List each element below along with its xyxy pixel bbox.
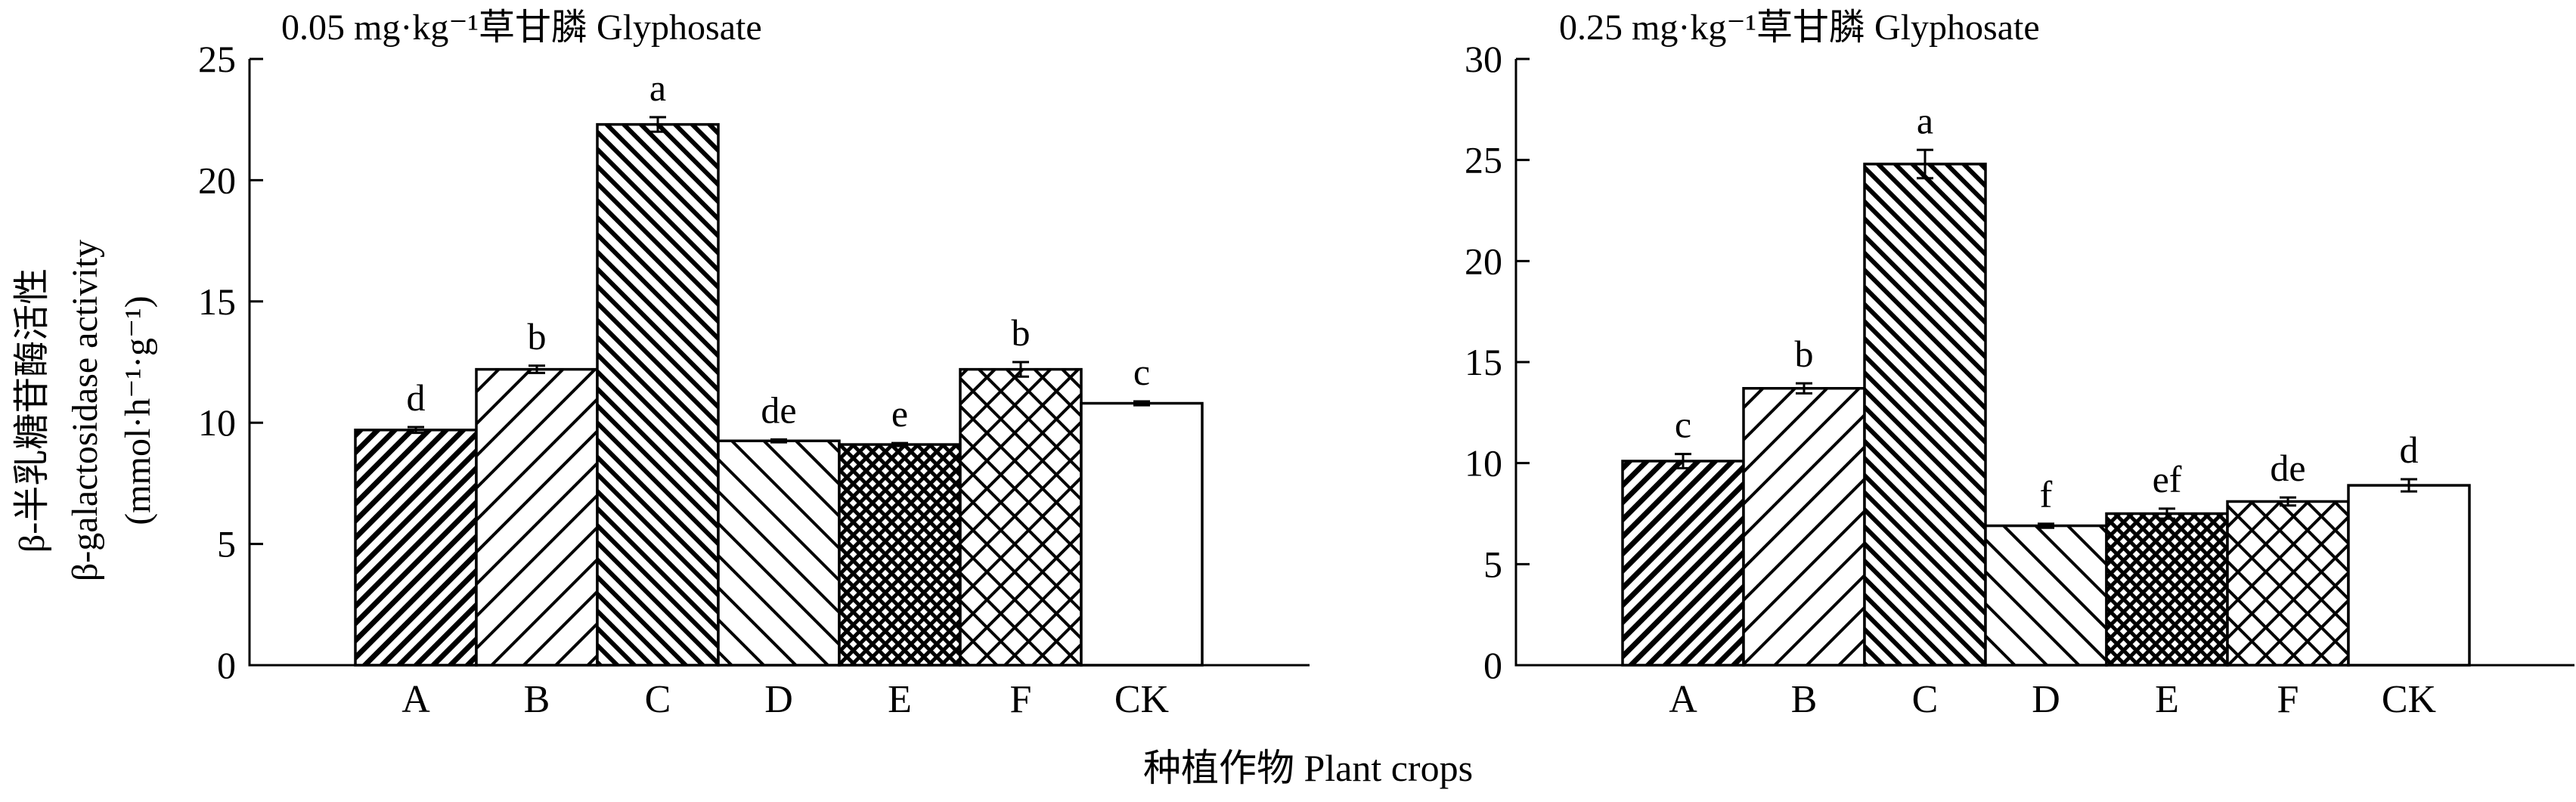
significance-letter-right-B: b xyxy=(1795,333,1814,375)
bar-left-A xyxy=(354,429,478,667)
significance-letter-right-D: f xyxy=(2040,473,2053,516)
bar-left-E xyxy=(838,443,962,667)
chart-title-left: 0.05 mg·kg⁻¹草甘膦 Glyphosate xyxy=(281,8,762,48)
bar-right-A xyxy=(1621,460,1745,667)
chart-title-right: 0.25 mg·kg⁻¹草甘膦 Glyphosate xyxy=(1559,8,2040,48)
bar-right-D xyxy=(1984,524,2108,667)
y-tick-label-left-10: 10 xyxy=(198,401,236,444)
y-tick-label-right-10: 10 xyxy=(1465,442,1502,485)
bar-right-F xyxy=(2226,500,2350,667)
y-tick-label-right-25: 25 xyxy=(1465,139,1502,181)
x-tick-label-right-E: E xyxy=(2155,678,2179,721)
y-tick-label-right-5: 5 xyxy=(1483,543,1502,585)
significance-letter-right-CK: d xyxy=(2400,429,2419,471)
x-axis-title: 种植作物 Plant crops xyxy=(1143,747,1473,789)
x-tick-label-left-E: E xyxy=(888,678,912,721)
bar-left-CK xyxy=(1080,401,1204,667)
bar-left-B xyxy=(475,367,599,667)
significance-letter-left-C: a xyxy=(649,67,666,109)
significance-letter-left-F: b xyxy=(1012,311,1031,354)
x-tick-label-left-D: D xyxy=(764,678,793,721)
chart-panel-left: 0.05 mg·kg⁻¹草甘膦 Glyphosate 0 5 10 15 20 25 d Ab… xyxy=(198,8,1310,721)
chart-panel-right: 0.25 mg·kg⁻¹草甘膦 Glyphosate 0 5 10 15 20 25 30 c… xyxy=(1465,8,2574,721)
y-tick-label-left-0: 0 xyxy=(217,644,236,686)
significance-letter-right-A: c xyxy=(1675,404,1691,446)
significance-letter-left-B: b xyxy=(528,315,547,358)
significance-letter-right-E: ef xyxy=(2153,458,2182,500)
y-tick-label-right-0: 0 xyxy=(1483,644,1502,686)
x-tick-label-left-CK: CK xyxy=(1114,678,1170,721)
significance-letter-right-C: a xyxy=(1917,99,1933,141)
x-tick-label-right-CK: CK xyxy=(2382,678,2437,721)
bar-right-C xyxy=(1863,163,1987,667)
x-tick-label-right-D: D xyxy=(2032,678,2060,721)
significance-letter-left-A: d xyxy=(407,376,426,419)
y-tick-label-left-25: 25 xyxy=(198,38,236,80)
x-tick-label-left-B: B xyxy=(524,678,550,721)
significance-letter-left-E: e xyxy=(891,392,908,435)
x-tick-label-left-A: A xyxy=(401,678,430,721)
y-axis-title-line-en: β-galactosidase activity xyxy=(65,240,105,581)
x-tick-label-left-C: C xyxy=(645,678,671,721)
significance-letter-left-D: de xyxy=(761,389,796,431)
y-axis-title-line-unit: (mmol·h⁻¹·g⁻¹) xyxy=(118,296,158,525)
bar-right-E xyxy=(2105,512,2229,667)
bar-right-B xyxy=(1742,387,1866,667)
y-tick-label-left-5: 5 xyxy=(217,523,236,565)
bar-left-D xyxy=(717,439,841,667)
x-tick-label-right-C: C xyxy=(1912,678,1939,721)
x-tick-label-right-A: A xyxy=(1669,678,1697,721)
significance-letter-right-F: de xyxy=(2270,447,2305,489)
y-tick-label-left-15: 15 xyxy=(198,280,236,323)
y-axis-title-line-cn: β-半乳糖苷酶活性 xyxy=(12,268,52,553)
x-tick-label-right-F: F xyxy=(2277,678,2299,721)
y-tick-label-right-15: 15 xyxy=(1465,341,1502,383)
y-tick-label-right-20: 20 xyxy=(1465,240,1502,282)
y-tick-label-right-30: 30 xyxy=(1465,38,1502,80)
x-tick-label-left-F: F xyxy=(1010,678,1032,721)
bar-right-CK xyxy=(2347,484,2471,667)
significance-letter-left-CK: c xyxy=(1133,351,1150,393)
bar-left-F xyxy=(959,367,1083,667)
bar-left-C xyxy=(596,122,720,667)
y-axis-title: β-半乳糖苷酶活性 β-galactosidase activity (mmol… xyxy=(12,240,158,581)
x-tick-label-right-B: B xyxy=(1791,678,1818,721)
y-tick-label-left-20: 20 xyxy=(198,159,236,201)
